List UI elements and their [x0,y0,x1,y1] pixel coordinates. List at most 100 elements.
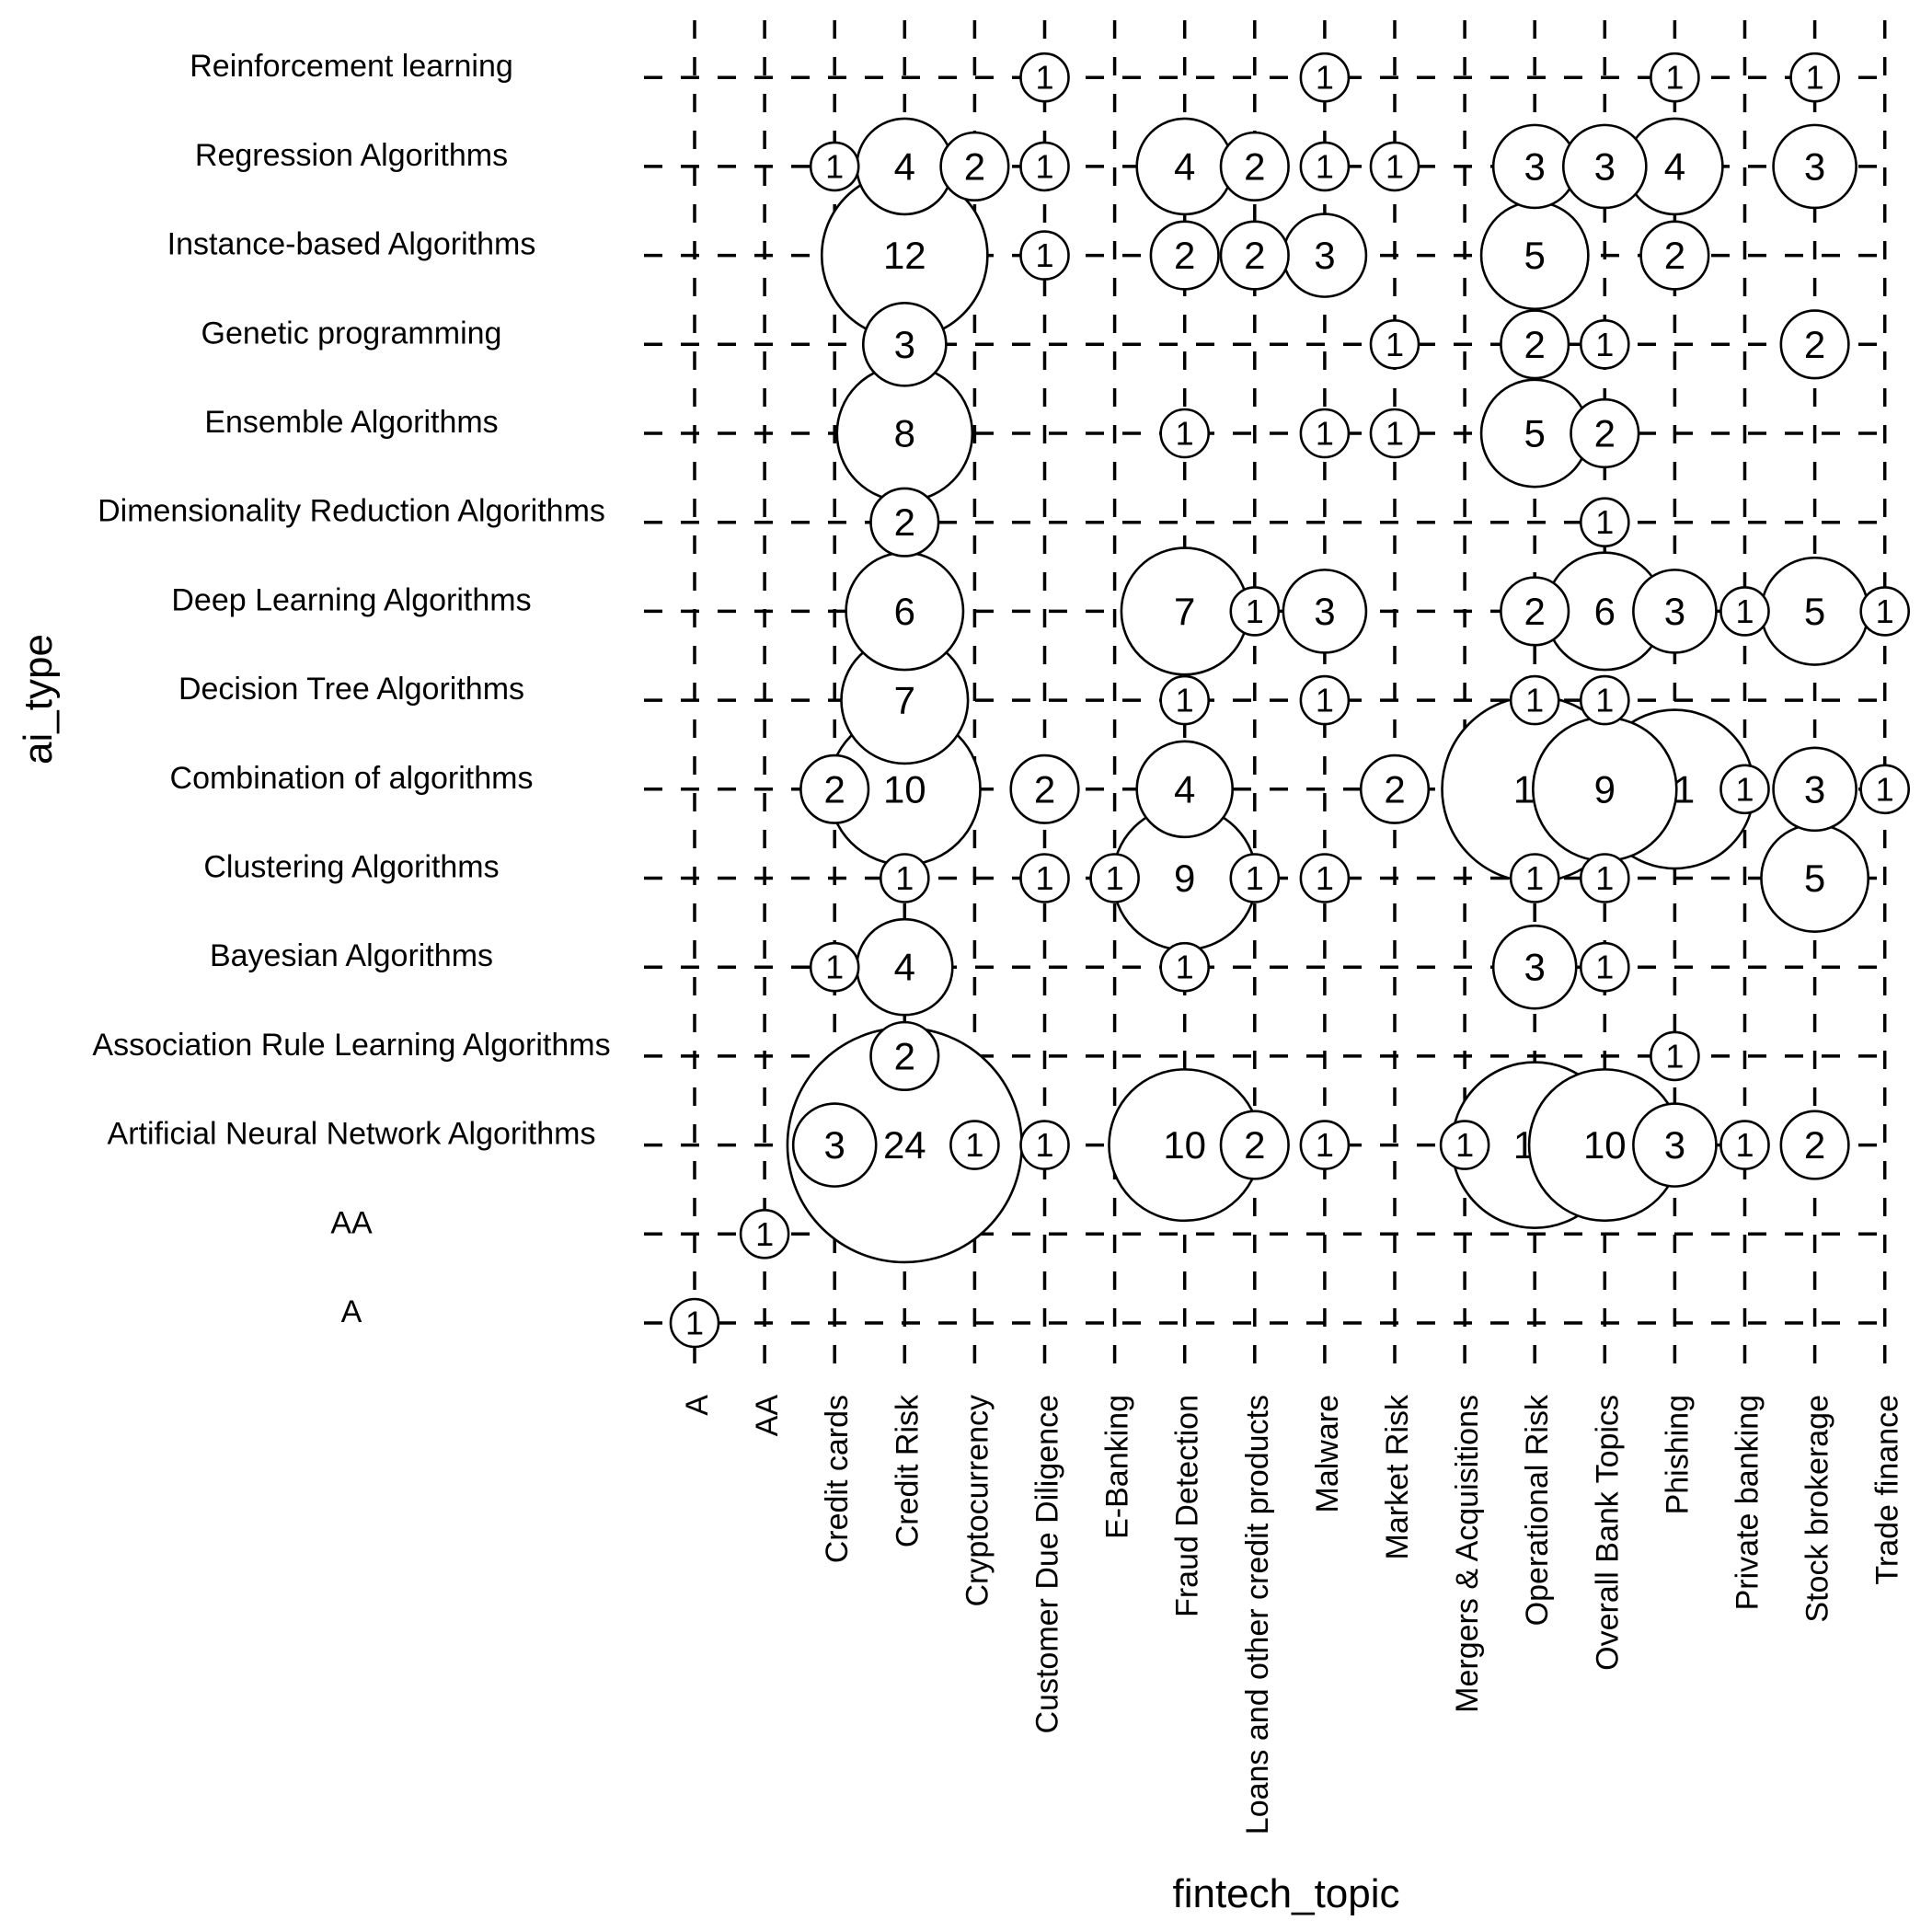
bubble [1500,576,1570,647]
bubble-count-label: 8 [894,412,915,455]
bubble [1299,141,1351,192]
bubble-count-label: 3 [1664,1123,1685,1167]
bubble-count-label: 12 [883,234,926,277]
bubble-count-label: 2 [1594,412,1616,455]
bubble-count-label: 10 [883,767,926,811]
bubble [1299,674,1351,726]
bubble-count-label: 1 [1595,503,1614,541]
y-tick-label: Combination of algorithms [170,761,534,796]
bubble [1019,1120,1070,1170]
bubble [1509,674,1560,726]
bubble [1299,1120,1351,1170]
bubble-count-label: 2 [824,767,845,811]
bubble [1219,131,1290,201]
bubble-count-label: 1 [1246,592,1264,630]
bubble [1135,740,1234,839]
bubble-count-label: 1 [1035,147,1053,185]
bubble-count-label: 1 [1316,147,1334,185]
bubble-count-label: 1 [1316,59,1334,97]
x-tick-label: Malware [1310,1395,1345,1512]
bubble [1580,853,1630,903]
bubble [1632,569,1718,654]
bubble-count-label: 1 [1735,592,1754,630]
bubble-count-label: 1 [1386,326,1404,363]
bubble-count-label: 3 [1524,144,1546,188]
y-tick-label: Association Rule Learning Algorithms [92,1028,610,1063]
bubble-count-label: 1 [1525,859,1544,897]
bubble-count-label: 3 [894,323,915,366]
bubble [1772,123,1857,210]
bubble [1859,586,1910,637]
bubble-count-label: 2 [894,1034,915,1077]
bubble [1772,746,1857,833]
bubble-count-label: 10 [1583,1123,1627,1167]
bubble [949,1120,1000,1170]
bubble-count-label: 5 [1804,590,1825,633]
bubble-count-label: 1 [1735,1126,1754,1164]
x-axis-title: fintech_topic [1172,1871,1399,1916]
bubble [1439,1120,1490,1170]
bubble-count-label: 2 [1804,1123,1825,1167]
bubble-count-label: 4 [894,144,915,188]
bubble [669,1297,720,1349]
y-tick-label: Clustering Algorithms [203,850,499,885]
bubble-count-label: 10 [1163,1123,1206,1167]
x-tick-label: AA [750,1395,785,1437]
y-tick-label: Ensemble Algorithms [204,405,498,440]
bubble-count-label: 1 [1316,859,1334,897]
bubble-count-label: 1 [825,147,844,185]
bubble-count-label: 3 [1804,767,1825,811]
bubble-count-label: 1 [1176,415,1194,453]
bubble-count-label: 3 [1594,144,1616,188]
y-tick-label: Deep Learning Algorithms [171,582,531,617]
x-tick-label: Trade finance [1870,1395,1905,1585]
bubble-count-label: 2 [894,500,915,544]
bubble [1359,753,1431,824]
bubble-count-label: 2 [1244,1123,1265,1167]
bubble-count-label: 3 [1314,234,1335,277]
x-tick-label: A [680,1395,715,1416]
bubble [1299,853,1351,903]
bubble [1500,309,1570,380]
bubble [799,753,870,824]
bubble [939,131,1010,201]
bubble-count-label: 1 [1876,592,1894,630]
x-tick-label: Cryptocurrency [960,1395,995,1607]
bubble [1219,220,1290,291]
bubble-count-label: 1 [1595,682,1614,719]
bubble-count-label: 1 [1035,236,1053,274]
bubble-count-label: 1 [1316,682,1334,719]
bubble [869,1020,940,1091]
bubble [1019,230,1070,281]
bubble-count-label: 2 [1524,323,1546,366]
bubble-count-label: 1 [1595,859,1614,897]
bubble-count-label: 1 [1595,326,1614,363]
bubble-count-label: 4 [1174,144,1195,188]
bubble-count-label: 1 [1176,949,1194,986]
bubble-count-label: 1 [1316,415,1334,453]
x-tick-label: Phishing [1660,1395,1695,1514]
bubble-count-label: 1 [1246,859,1264,897]
bubbles: 2415121211101010998776655554444433333333… [669,52,1910,1349]
y-tick-label: AA [330,1205,373,1240]
y-tick-label: Artificial Neural Network Algorithms [108,1117,596,1152]
bubble [1509,853,1560,903]
bubble-count-label: 1 [755,1215,774,1253]
bubble-count-label: 4 [1174,767,1195,811]
bubble-count-label: 1 [895,859,914,897]
y-tick-label: Genetic programming [201,316,502,351]
bubble-count-label: 1 [1876,770,1894,808]
y-tick-label: Reinforcement learning [190,49,513,84]
bubble [1580,674,1630,726]
bubble-count-label: 1 [1386,147,1404,185]
bubble-count-label: 3 [1314,590,1335,633]
bubble [1219,1110,1290,1180]
bubble [869,487,940,558]
bubble-count-label: 1 [1595,949,1614,986]
bubble [1719,1120,1770,1170]
bubble-count-label: 9 [1174,857,1195,900]
bubble [1779,309,1850,380]
bubble-count-label: 3 [824,1123,845,1167]
bubble [1719,586,1770,637]
